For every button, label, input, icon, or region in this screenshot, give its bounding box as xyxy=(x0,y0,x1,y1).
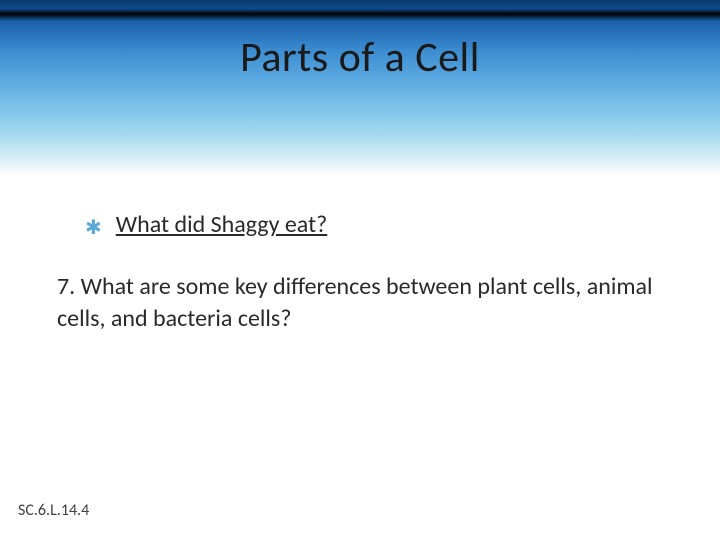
bullet-text: What did Shaggy eat? xyxy=(116,210,327,239)
bullet-item: ✱ What did Shaggy eat? xyxy=(85,210,655,239)
slide-title: Parts of a Cell xyxy=(0,32,720,83)
bullet-marker-icon: ✱ xyxy=(85,215,102,240)
slide-container: Parts of a Cell ✱ What did Shaggy eat? 7… xyxy=(0,0,720,540)
content-area: ✱ What did Shaggy eat? 7. What are some … xyxy=(85,210,655,336)
body-paragraph: 7. What are some key differences between… xyxy=(57,271,655,336)
header-gradient-band xyxy=(0,0,720,175)
footer-standard-code: SC.6.L.14.4 xyxy=(18,501,89,520)
